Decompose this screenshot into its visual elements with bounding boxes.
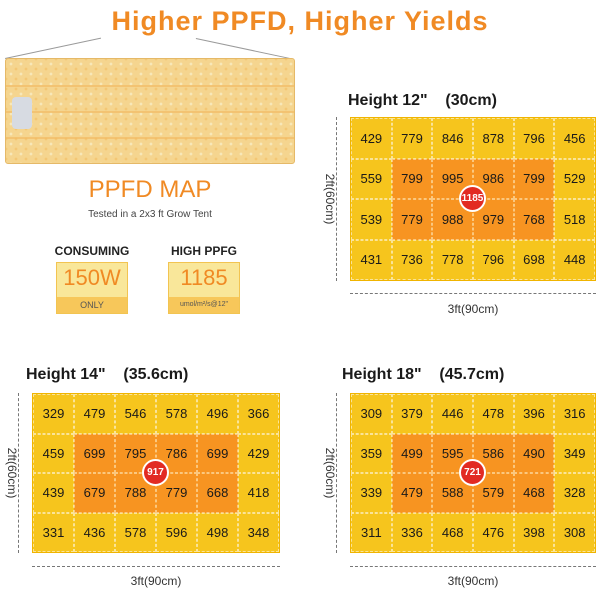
- ppfd-cell: 699: [197, 433, 238, 473]
- ppfd-cell: 586: [473, 433, 514, 473]
- ppfd-cell: 596: [156, 512, 197, 552]
- ppfd-cell: 339: [351, 473, 392, 513]
- ppfd-cell: 799: [391, 158, 433, 199]
- ppfd-cell: 316: [554, 394, 595, 434]
- map-12-width-label: 3ft(90cm): [447, 302, 499, 316]
- high-ppfd-box: 1185 umol/m²/s@12": [168, 262, 240, 314]
- ppfd-cell: 878: [473, 118, 514, 159]
- ppfd-cell: 578: [115, 512, 156, 552]
- consuming-value: 150W: [63, 265, 121, 290]
- map-18-title: Height 18" (45.7cm): [342, 366, 505, 383]
- ppfd-cell: 796: [513, 118, 555, 159]
- ppfd-cell: 498: [197, 512, 238, 552]
- ppfd-cell: 736: [391, 239, 433, 280]
- ppfd-cell: 448: [554, 239, 595, 280]
- ppfd-cell: 429: [351, 118, 392, 159]
- ppfd-cell: 446: [432, 394, 473, 434]
- ppfd-cell: 559: [351, 158, 392, 199]
- ppfd-cell: 995: [432, 158, 473, 199]
- ppfd-cell: 398: [513, 512, 555, 552]
- ppfd-cell: 529: [554, 158, 595, 199]
- ppfd-cell: 699: [74, 433, 115, 473]
- map-14-height-label: 2ft(60cm): [5, 447, 19, 499]
- map-14-center-badge: 917: [142, 459, 169, 486]
- driver-box: [12, 97, 32, 129]
- map-18-height-line: [336, 393, 337, 553]
- map-18-width-label: 3ft(90cm): [447, 574, 499, 588]
- ppfd-cell: 518: [554, 199, 595, 240]
- ppfd-cell: 431: [351, 239, 392, 280]
- ppfd-cell: 379: [391, 394, 433, 434]
- hanging-wire-left: [5, 37, 102, 59]
- ppfd-cell: 846: [432, 118, 473, 159]
- consuming-foot: ONLY: [57, 297, 127, 313]
- ppfd-cell: 479: [74, 394, 115, 434]
- consuming-label: CONSUMING: [54, 244, 130, 258]
- ppfd-cell: 578: [156, 394, 197, 434]
- ppfd-cell: 359: [351, 433, 392, 473]
- map-14-title: Height 14" (35.6cm): [26, 366, 189, 383]
- high-ppfd-foot: umol/m²/s@12": [169, 297, 239, 313]
- ppfd-cell: 456: [554, 118, 595, 159]
- ppfd-cell: 311: [351, 512, 392, 552]
- ppfd-cell: 698: [513, 239, 555, 280]
- ppfd-map-subtitle: Tested in a 2x3 ft Grow Tent: [88, 209, 212, 220]
- ppfd-cell: 546: [115, 394, 156, 434]
- hanging-wire-right: [195, 38, 293, 60]
- ppfd-cell: 348: [238, 512, 279, 552]
- ppfd-cell: 459: [33, 433, 74, 473]
- ppfd-cell: 779: [391, 199, 433, 240]
- ppfd-cell: 436: [74, 512, 115, 552]
- high-ppfd-label: HIGH PPFG: [170, 244, 237, 258]
- ppfd-cell: 795: [115, 433, 156, 473]
- ppfd-cell: 429: [238, 433, 279, 473]
- ppfd-cell: 679: [74, 473, 115, 513]
- ppfd-cell: 476: [473, 512, 514, 552]
- map-12-height-label: 2ft(60cm): [323, 173, 337, 225]
- ppfd-cell: 668: [197, 473, 238, 513]
- map-12-width-line: [350, 293, 596, 294]
- ppfd-cell: 496: [197, 394, 238, 434]
- ppfd-cell: 418: [238, 473, 279, 513]
- map-14-width-line: [32, 566, 280, 567]
- headline: Higher PPFD, Higher Yields: [111, 6, 489, 36]
- map-12-title: Height 12" (30cm): [348, 92, 497, 109]
- map-18-height-label: 2ft(60cm): [323, 447, 337, 499]
- ppfd-cell: 349: [554, 433, 595, 473]
- ppfd-cell: 468: [432, 512, 473, 552]
- ppfd-cell: 778: [432, 239, 473, 280]
- ppfd-cell: 799: [513, 158, 555, 199]
- map-14-width-label: 3ft(90cm): [130, 574, 182, 588]
- ppfd-grid-14: 329 479 546 578 496 366 459 699 795 786 699 429 439 6…: [32, 393, 280, 553]
- ppfd-cell: 539: [351, 199, 392, 240]
- ppfd-map-title: PPFD MAP: [88, 176, 212, 203]
- ppfd-cell: 366: [238, 394, 279, 434]
- ppfd-cell: 479: [391, 473, 433, 513]
- grow-light-panel-image: [5, 58, 295, 164]
- ppfd-cell: 329: [33, 394, 74, 434]
- ppfd-cell: 478: [473, 394, 514, 434]
- ppfd-cell: 796: [473, 239, 514, 280]
- ppfd-grid-12: 429 779 846 878 796 456 559 799 995 986 799 529 539 7…: [350, 117, 596, 281]
- ppfd-cell: 396: [513, 394, 555, 434]
- ppfd-cell: 499: [391, 433, 433, 473]
- ppfd-cell: 439: [33, 473, 74, 513]
- map-12-center-badge: 1185: [459, 185, 486, 212]
- ppfd-cell: 468: [513, 473, 555, 513]
- map-18-width-line: [350, 566, 596, 567]
- consuming-box: 150W ONLY: [56, 262, 128, 314]
- ppfd-cell: 328: [554, 473, 595, 513]
- high-ppfd-value: 1185: [180, 265, 228, 290]
- map-12-height-line: [336, 117, 337, 281]
- ppfd-cell: 336: [391, 512, 433, 552]
- ppfd-cell: 308: [554, 512, 595, 552]
- ppfd-cell: 490: [513, 433, 555, 473]
- ppfd-cell: 331: [33, 512, 74, 552]
- ppfd-cell: 309: [351, 394, 392, 434]
- ppfd-cell: 768: [513, 199, 555, 240]
- map-18-center-badge: 721: [459, 459, 486, 486]
- map-14-height-line: [18, 393, 19, 553]
- ppfd-cell: 779: [391, 118, 433, 159]
